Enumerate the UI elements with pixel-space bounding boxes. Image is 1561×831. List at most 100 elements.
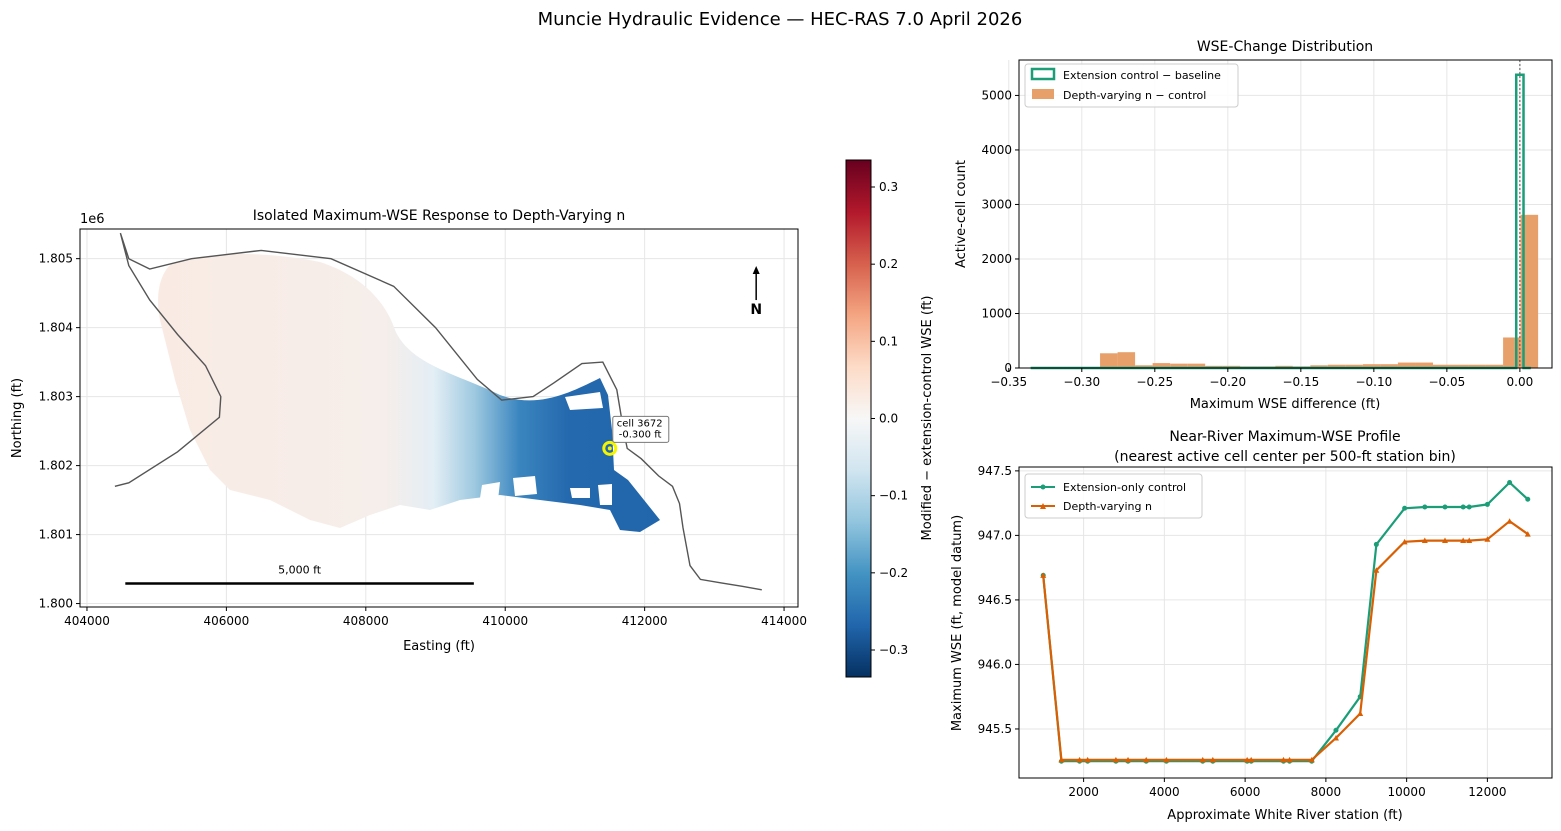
hist-y-tick-label: 0 xyxy=(1004,361,1012,375)
hist-title: WSE-Change Distribution xyxy=(1197,39,1373,55)
map-y-tick-label: 1.801 xyxy=(39,528,73,542)
profile-point xyxy=(1357,710,1364,716)
profile-point xyxy=(1460,537,1467,544)
profile-point xyxy=(1373,541,1379,547)
profile-line-control xyxy=(1042,480,1529,763)
cell-annotation-value: -0.300 ft xyxy=(619,429,662,440)
hist-legend-swatch-step xyxy=(1030,67,1056,81)
hist-y-tick-label: 2000 xyxy=(981,252,1012,266)
hist-x-label: Maximum WSE difference (ft) xyxy=(1190,397,1381,412)
figure-title: Muncie Hydraulic Evidence — HEC-RAS 7.0 … xyxy=(538,9,1023,30)
profile-point xyxy=(1112,756,1119,763)
profile-y-label: Maximum WSE (ft, model datum) xyxy=(950,515,965,731)
hist-y-tick-label: 4000 xyxy=(981,143,1012,157)
hist-x-tick-label: −0.30 xyxy=(1063,375,1100,389)
profile-point xyxy=(1525,496,1531,502)
map-x-tick-label: 410000 xyxy=(482,614,528,628)
colorbar-ticks: −0.3 −0.2 −0.1 0.0 0.1 0.2 0.3 xyxy=(871,180,908,657)
map-floodplain-west xyxy=(158,254,660,532)
profile-point xyxy=(1422,504,1428,510)
map-title: Isolated Maximum-WSE Response to Depth-V… xyxy=(253,208,626,224)
profile-x-tick-label: 6000 xyxy=(1230,785,1261,799)
profile-title: Near-River Maximum-WSE Profile xyxy=(1169,429,1400,445)
profile-point xyxy=(1442,504,1448,510)
hist-x-tick-label: −0.10 xyxy=(1355,375,1392,389)
profile-axes-frame xyxy=(1018,466,1553,779)
profile-point xyxy=(1466,537,1473,544)
colorbar-tick-label: −0.3 xyxy=(879,643,908,657)
map-y-tick-label: 1.805 xyxy=(39,252,73,266)
hist-step-series xyxy=(1030,73,1531,370)
profile-point xyxy=(1484,536,1491,542)
north-arrow-icon xyxy=(752,266,760,275)
profile-point xyxy=(1421,537,1428,544)
colorbar-gradient xyxy=(845,159,872,678)
hist-legend-label-step: Extension control − baseline xyxy=(1063,69,1221,82)
north-arrow-label: N xyxy=(750,302,762,318)
hist-axes-frame xyxy=(1018,59,1553,369)
scale-bar-label: 5,000 ft xyxy=(278,564,322,577)
hist-bar xyxy=(1310,365,1328,368)
profile-point xyxy=(1402,505,1408,511)
hist-bar xyxy=(1450,364,1469,368)
hist-y-label: Active-cell count xyxy=(954,160,969,268)
hist-x-tick-label: 0.00 xyxy=(1507,375,1534,389)
profile-line-modified xyxy=(1042,519,1529,761)
colorbar-tick-label: 0.3 xyxy=(879,180,898,194)
map-y-label: Northing (ft) xyxy=(10,378,25,458)
hist-legend-box xyxy=(1024,63,1239,108)
profile-y-tick-label: 945.5 xyxy=(978,722,1012,736)
map-x-tick-label: 412000 xyxy=(622,614,668,628)
colorbar-tick-label: 0.1 xyxy=(879,334,898,348)
profile-series xyxy=(1040,479,1531,764)
profile-point xyxy=(1333,727,1339,733)
map-river-centerline xyxy=(114,232,762,591)
map-wse-difference-field xyxy=(114,232,762,591)
profile-y-tick-label: 947.5 xyxy=(978,464,1012,478)
profile-subtitle: (nearest active cell center per 500-ft s… xyxy=(1114,449,1456,465)
profile-point xyxy=(1507,479,1513,485)
hist-bar xyxy=(1503,337,1521,368)
hist-legend-swatch-filled xyxy=(1032,89,1054,99)
hist-bar xyxy=(1397,362,1416,368)
hist-bar xyxy=(1520,214,1539,368)
map-x-ticks: 404000 406000 408000 410000 412000 414000 xyxy=(64,607,807,628)
profile-point xyxy=(1373,567,1380,573)
profile-point xyxy=(1460,504,1466,510)
profile-point xyxy=(1484,501,1490,507)
colorbar-tick-label: 0.2 xyxy=(879,257,898,271)
colorbar-tick-label: −0.1 xyxy=(879,489,908,503)
profile-y-tick-label: 946.0 xyxy=(978,657,1012,671)
profile-point xyxy=(1248,756,1255,763)
map-axes-frame xyxy=(79,228,799,608)
north-arrow: N xyxy=(750,266,762,318)
hist-bar xyxy=(1380,364,1398,368)
colorbar: −0.3 −0.2 −0.1 0.0 0.1 0.2 0.3 Modified − exte… xyxy=(845,159,935,678)
profile-x-tick-label: 12000 xyxy=(1468,785,1506,799)
highlight-cell-marker xyxy=(602,440,618,456)
map-dry-cells xyxy=(480,392,612,505)
map-x-tick-label: 406000 xyxy=(203,614,249,628)
hist-x-ticks: −0.35 −0.30 −0.25 −0.20 −0.15 −0.10 −0.05 0.00 xyxy=(990,368,1533,389)
colorbar-tick-label: 0.0 xyxy=(879,412,898,426)
hist-bars xyxy=(1029,214,1539,368)
profile-point xyxy=(1084,756,1091,763)
hist-x-tick-label: −0.20 xyxy=(1209,375,1246,389)
profile-point xyxy=(1199,756,1206,763)
highlight-center xyxy=(607,446,612,451)
hist-bar xyxy=(1485,364,1504,368)
profile-point xyxy=(1524,531,1531,537)
hist-bar xyxy=(1362,364,1381,368)
profile-point xyxy=(1332,734,1339,741)
profile-legend: Extension-only control Depth-varying n xyxy=(1024,473,1203,519)
map-y-ticks: 1.800 1.801 1.802 1.803 1.804 1.805 xyxy=(39,252,80,611)
map-y-tick-label: 1.803 xyxy=(39,390,73,404)
hist-bar xyxy=(1135,365,1153,368)
profile-point xyxy=(1280,756,1287,763)
profile-point xyxy=(1308,756,1315,763)
colorbar-label: Modified − extension-control WSE (ft) xyxy=(920,296,935,541)
hist-legend: Extension control − baseline Depth-varyi… xyxy=(1024,63,1239,108)
profile-legend-box xyxy=(1024,473,1203,519)
map-x-tick-label: 414000 xyxy=(761,614,807,628)
hist-bar xyxy=(1152,363,1171,368)
